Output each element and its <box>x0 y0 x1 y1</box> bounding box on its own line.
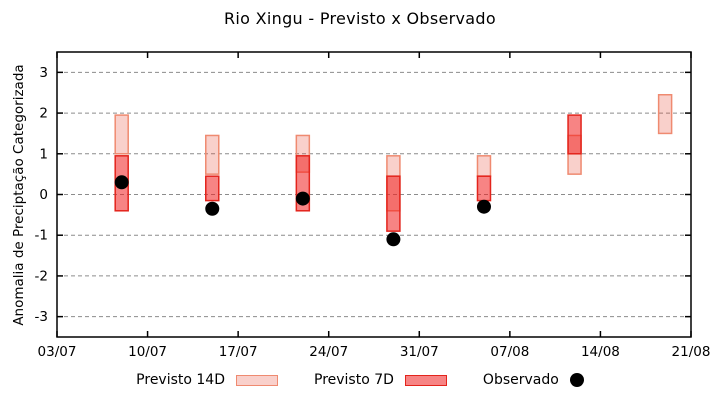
previsto-7d-swatch-icon <box>404 374 447 386</box>
x-tick-label: 10/07 <box>128 344 167 360</box>
previsto-7d-bar <box>567 114 582 155</box>
observed-dot <box>295 191 310 206</box>
previsto-14d-swatch-icon <box>236 374 278 386</box>
previsto-7d-bar <box>386 175 401 232</box>
previsto-14d-bar <box>657 94 673 135</box>
x-tick-label: 31/07 <box>400 344 439 360</box>
x-tick-label: 03/07 <box>38 344 77 360</box>
x-tick-label: 14/08 <box>581 344 620 360</box>
legend-label-previsto-7d: Previsto 7D <box>314 372 394 388</box>
legend-item-observado: Observado <box>483 372 584 388</box>
observed-dot <box>114 175 129 190</box>
previsto-14d-bar <box>205 134 220 175</box>
y-tick-label: -2 <box>35 268 48 284</box>
legend-label-previsto-14d: Previsto 14D <box>136 372 225 388</box>
observed-dot <box>386 232 401 247</box>
y-tick-label: -1 <box>35 228 48 244</box>
previsto-14d-bar <box>476 155 492 177</box>
legend-item-previsto-14d: Previsto 14D <box>136 372 278 388</box>
legend-item-previsto-7d: Previsto 7D <box>314 372 447 388</box>
x-tick-label: 21/08 <box>672 344 711 360</box>
x-tick-label: 24/07 <box>309 344 348 360</box>
observed-dot <box>205 201 220 216</box>
y-tick-label: 3 <box>39 65 48 81</box>
previsto-7d-bar <box>476 175 492 202</box>
legend: Previsto 14D Previsto 7D Observado <box>0 372 720 388</box>
legend-label-observado: Observado <box>482 372 559 388</box>
y-tick-label: 2 <box>39 106 48 122</box>
x-tick-label: 07/08 <box>490 344 529 360</box>
y-tick-label: 1 <box>39 146 48 162</box>
chart-title: Rio Xingu - Previsto x Observado <box>224 9 496 28</box>
x-tick-label: 17/07 <box>219 344 258 360</box>
previsto-14d-bar <box>114 114 129 155</box>
y-tick-label: -3 <box>35 309 48 325</box>
y-tick-label: 0 <box>39 187 48 203</box>
observed-dot <box>476 199 491 214</box>
previsto-7d-bar <box>205 175 220 202</box>
observado-dot-icon <box>569 373 584 387</box>
